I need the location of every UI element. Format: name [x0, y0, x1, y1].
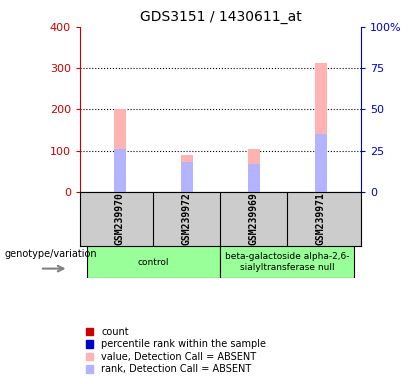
Bar: [220, 247, 354, 278]
Bar: [248, 164, 260, 192]
Text: control: control: [138, 258, 169, 266]
Text: beta-galactoside alpha-2,6-
sialyltransferase null: beta-galactoside alpha-2,6- sialyltransf…: [225, 252, 350, 272]
Bar: [315, 63, 327, 192]
Text: GSM239969: GSM239969: [249, 192, 259, 245]
Bar: [315, 134, 327, 192]
Bar: [114, 109, 126, 192]
Title: GDS3151 / 1430611_at: GDS3151 / 1430611_at: [139, 10, 302, 25]
Legend: count, percentile rank within the sample, value, Detection Call = ABSENT, rank, : count, percentile rank within the sample…: [85, 326, 267, 375]
Text: GSM239972: GSM239972: [182, 192, 192, 245]
Bar: [181, 155, 193, 192]
Text: genotype/variation: genotype/variation: [4, 249, 97, 260]
Bar: [87, 247, 220, 278]
Text: GSM239970: GSM239970: [115, 192, 125, 245]
Bar: [248, 149, 260, 192]
Text: GSM239971: GSM239971: [316, 192, 326, 245]
Bar: [114, 149, 126, 192]
Bar: [181, 162, 193, 192]
